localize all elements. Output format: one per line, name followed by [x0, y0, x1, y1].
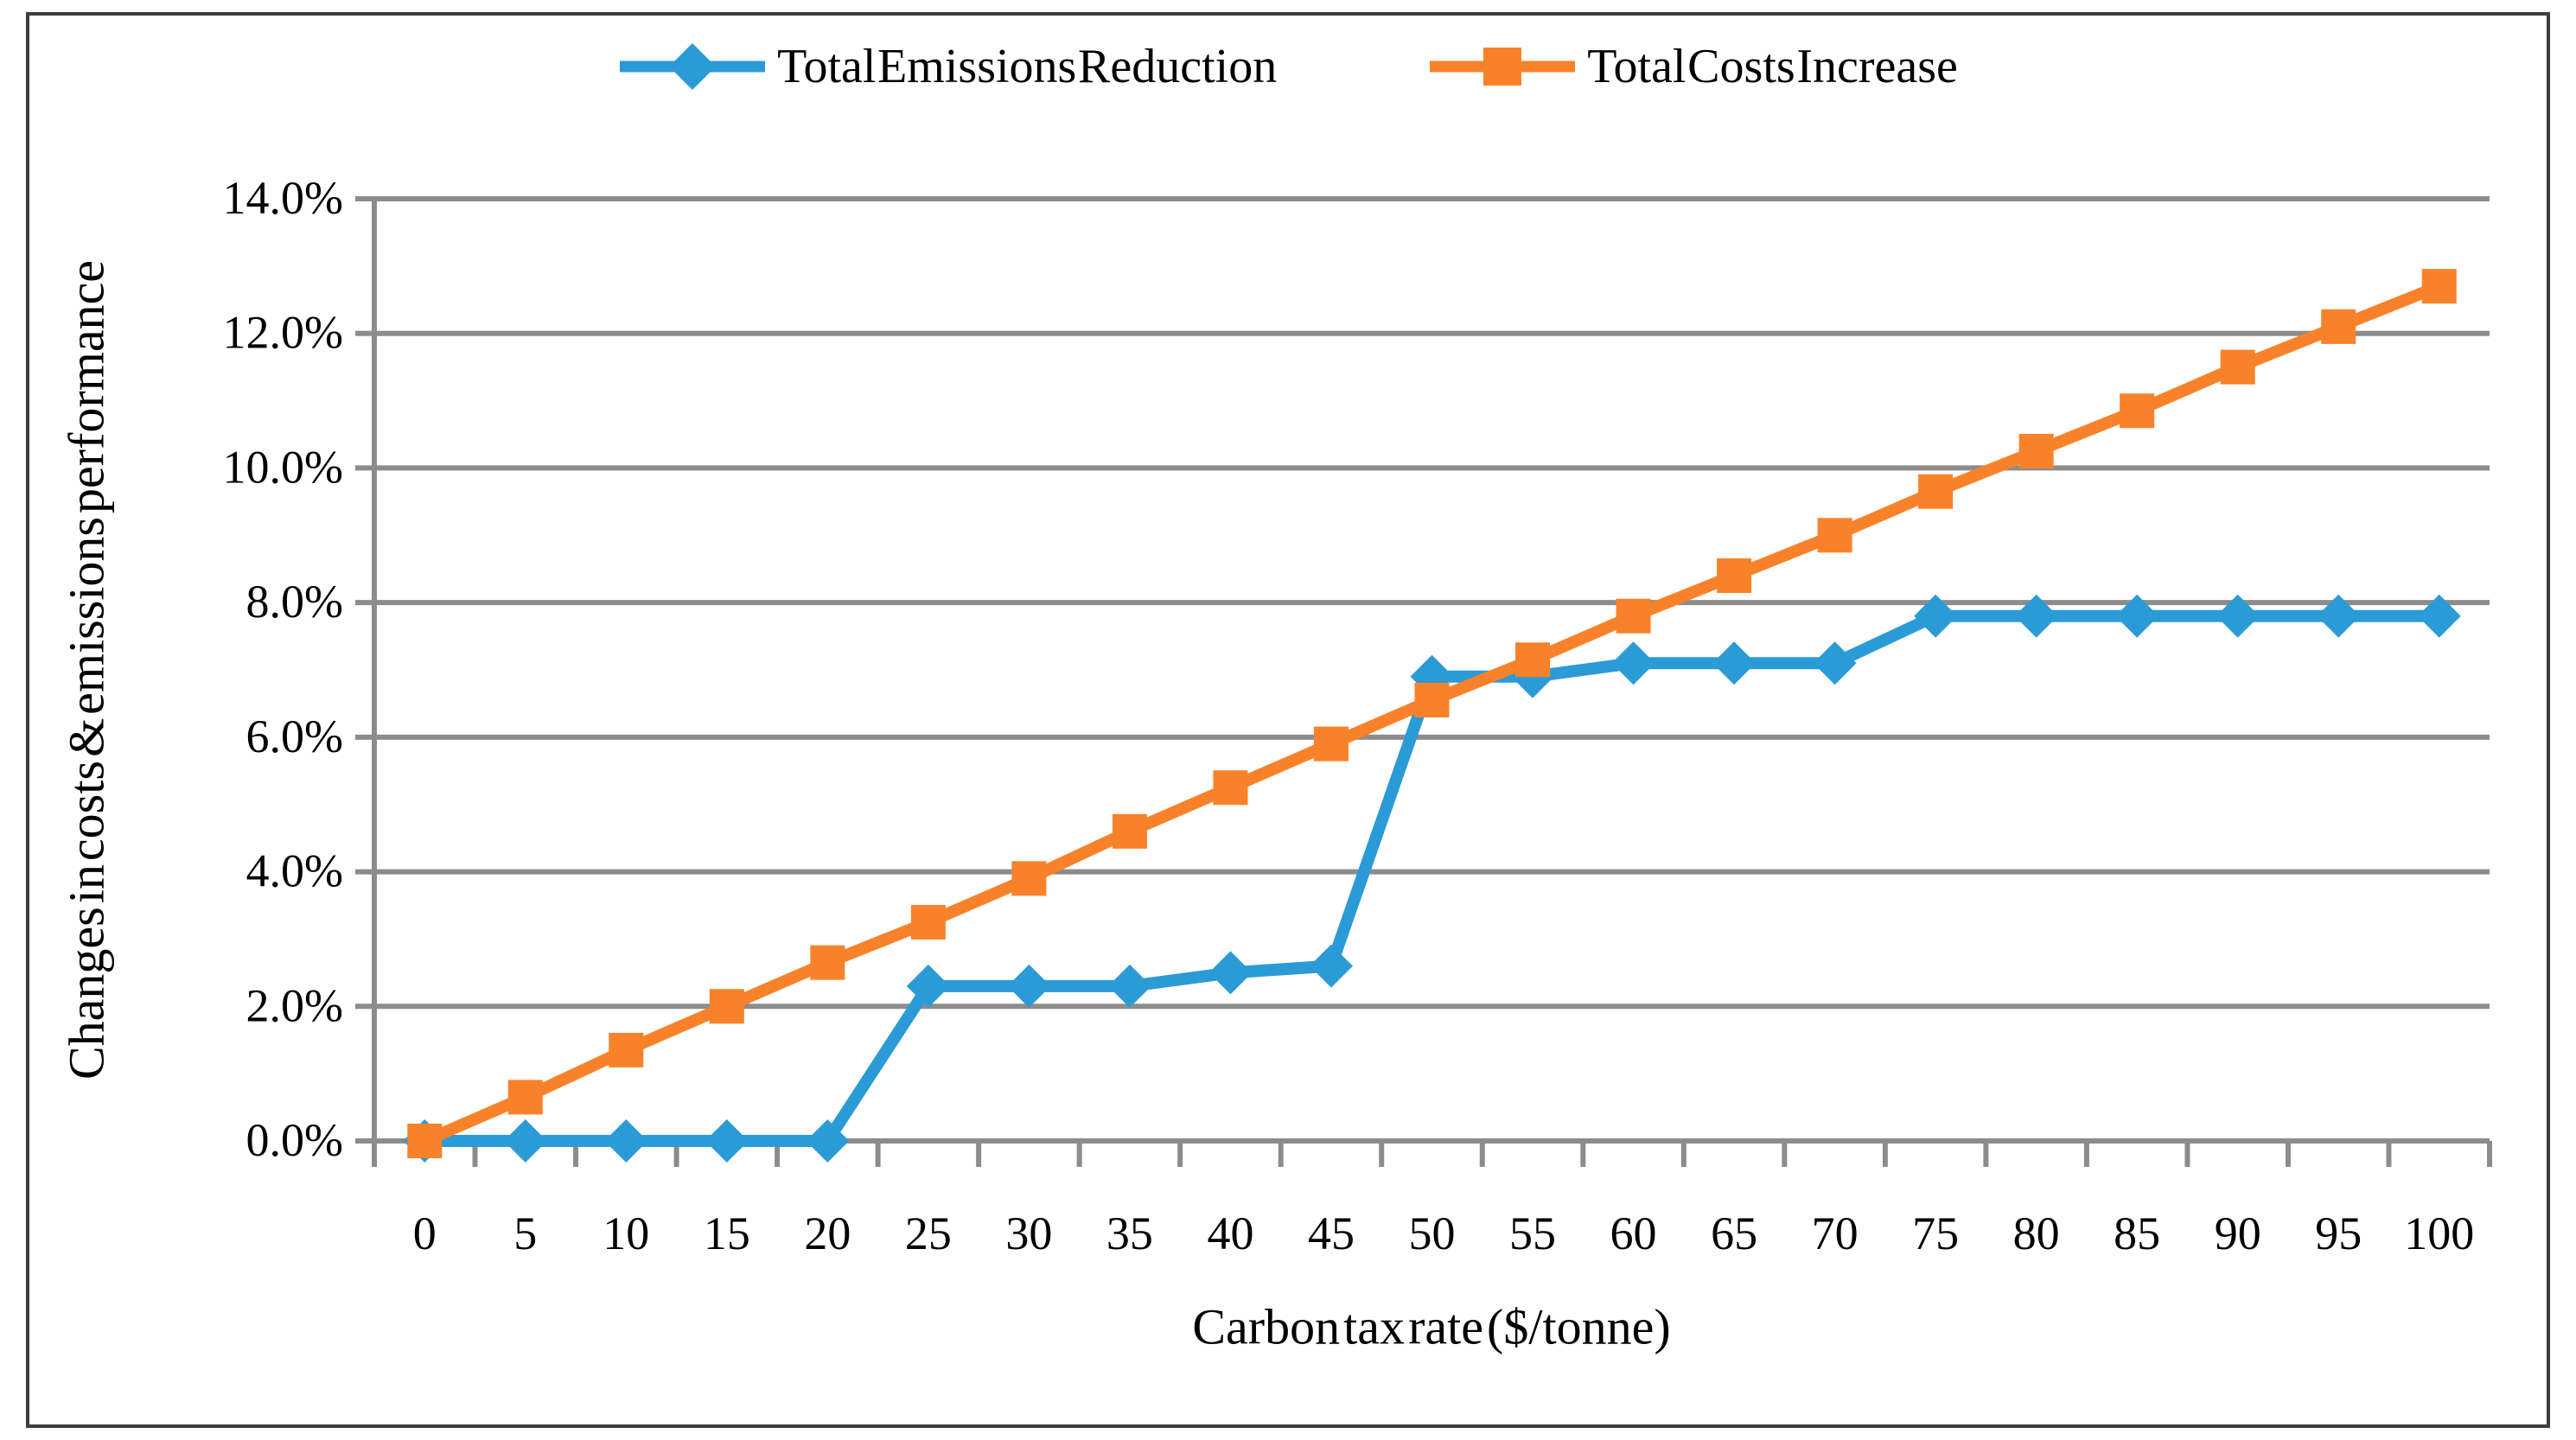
y-tick-label: 6.0% — [246, 710, 343, 762]
diamond-marker-icon — [1309, 944, 1353, 988]
square-marker-icon — [1616, 598, 1651, 634]
square-marker-icon — [1112, 813, 1147, 849]
diamond-marker-icon — [2216, 594, 2260, 638]
square-marker-icon — [1414, 683, 1450, 718]
square-marker-icon — [2321, 309, 2356, 344]
diamond-marker-icon — [1208, 951, 1253, 995]
square-marker-icon — [507, 1080, 543, 1115]
square-marker-icon — [1213, 770, 1248, 806]
y-tick-label: 14.0% — [223, 172, 343, 224]
x-tick-label: 45 — [1308, 1207, 1355, 1259]
legend-marker-costs — [1430, 48, 1576, 86]
square-marker-icon — [2018, 433, 2054, 468]
y-tick-label: 10.0% — [223, 441, 343, 493]
y-tick-label: 8.0% — [246, 576, 343, 628]
y-tick-label: 0.0% — [246, 1114, 343, 1166]
legend: Total Emissions Reduction Total Costs In… — [0, 19, 2576, 114]
square-marker-icon — [1817, 518, 1852, 553]
x-tick-label: 10 — [603, 1207, 649, 1259]
legend-item-emissions: Total Emissions Reduction — [618, 39, 1277, 94]
square-marker-icon — [407, 1124, 443, 1158]
chart-outer-border — [26, 12, 2550, 1428]
square-marker-icon — [1515, 642, 1551, 678]
diamond-marker-icon — [705, 1119, 749, 1163]
square-marker-icon — [910, 904, 946, 940]
x-tick-label: 80 — [2013, 1207, 2060, 1259]
diamond-marker-icon — [604, 1119, 648, 1163]
square-marker-icon — [609, 1032, 644, 1067]
x-tick-label: 40 — [1207, 1207, 1253, 1259]
square-marker-icon — [709, 989, 744, 1024]
x-axis-title: Carbon tax rate ($/tonne) — [1192, 1298, 1671, 1355]
square-marker-icon — [1717, 558, 1752, 593]
square-marker-icon — [2220, 349, 2255, 385]
x-tick-label: 0 — [413, 1207, 437, 1259]
legend-marker-emissions — [620, 43, 766, 90]
series-markers-0 — [403, 594, 2461, 1163]
square-marker-icon — [810, 945, 845, 980]
x-tick-label: 35 — [1106, 1207, 1153, 1259]
x-tick-label: 15 — [704, 1207, 750, 1259]
x-tick-label: 50 — [1409, 1207, 1456, 1259]
diamond-marker-icon — [1007, 964, 1051, 1008]
x-tick-label: 30 — [1005, 1207, 1052, 1259]
x-tick-label: 5 — [513, 1207, 537, 1259]
x-tick-label: 60 — [1610, 1207, 1657, 1259]
legend-label-emissions: Total Emissions Reduction — [777, 40, 1278, 93]
legend-label-costs: Total Costs Increase — [1587, 40, 1958, 93]
square-marker-icon — [1011, 861, 1047, 896]
square-marker-icon — [2120, 393, 2155, 429]
square-marker-icon — [1313, 726, 1349, 761]
x-tick-label: 70 — [1812, 1207, 1859, 1259]
x-tick-label: 25 — [905, 1207, 952, 1259]
x-tick-label: 20 — [804, 1207, 851, 1259]
diamond-marker-icon — [503, 1119, 547, 1163]
x-tick-label: 55 — [1509, 1207, 1556, 1259]
series-markers-1 — [407, 269, 2457, 1158]
legend-item-costs: Total Costs Increase — [1428, 39, 1958, 94]
diamond-marker-icon — [1813, 641, 1857, 685]
diamond-marker-icon — [1712, 641, 1757, 685]
x-tick-label: 100 — [2404, 1207, 2474, 1259]
diamond-marker-icon — [1914, 594, 1958, 638]
y-tick-label: 4.0% — [246, 845, 343, 897]
diamond-marker-icon — [2014, 594, 2058, 638]
diamond-marker-icon — [2317, 594, 2361, 638]
diamond-marker-icon — [669, 43, 717, 90]
x-tick-label: 75 — [1912, 1207, 1959, 1259]
x-tick-label: 90 — [2215, 1207, 2261, 1259]
square-marker-icon — [1918, 474, 1954, 509]
diamond-marker-icon — [1611, 641, 1655, 685]
diamond-marker-icon — [906, 964, 950, 1008]
diamond-marker-icon — [2115, 594, 2159, 638]
x-tick-label: 85 — [2114, 1207, 2160, 1259]
square-marker-icon — [1483, 48, 1522, 86]
square-marker-icon — [2421, 269, 2457, 304]
x-tick-label: 95 — [2315, 1207, 2362, 1259]
y-tick-label: 2.0% — [246, 979, 343, 1031]
diamond-marker-icon — [2417, 594, 2461, 638]
y-tick-label: 12.0% — [223, 307, 343, 359]
diamond-marker-icon — [1107, 964, 1151, 1008]
x-tick-label: 65 — [1711, 1207, 1757, 1259]
y-axis-title: Changes in costs & emissions performance — [58, 259, 115, 1080]
diamond-marker-icon — [806, 1119, 850, 1163]
